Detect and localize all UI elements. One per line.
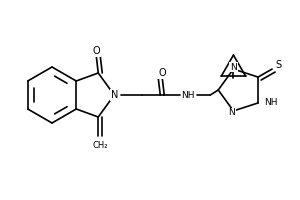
- Text: N: N: [230, 63, 237, 72]
- Text: NH: NH: [182, 90, 195, 99]
- Text: S: S: [275, 60, 281, 70]
- Text: CH₂: CH₂: [92, 142, 108, 151]
- Text: O: O: [158, 68, 166, 78]
- Text: O: O: [92, 46, 100, 56]
- Text: N: N: [111, 90, 118, 100]
- Text: N: N: [228, 108, 235, 117]
- Text: NH: NH: [264, 98, 278, 107]
